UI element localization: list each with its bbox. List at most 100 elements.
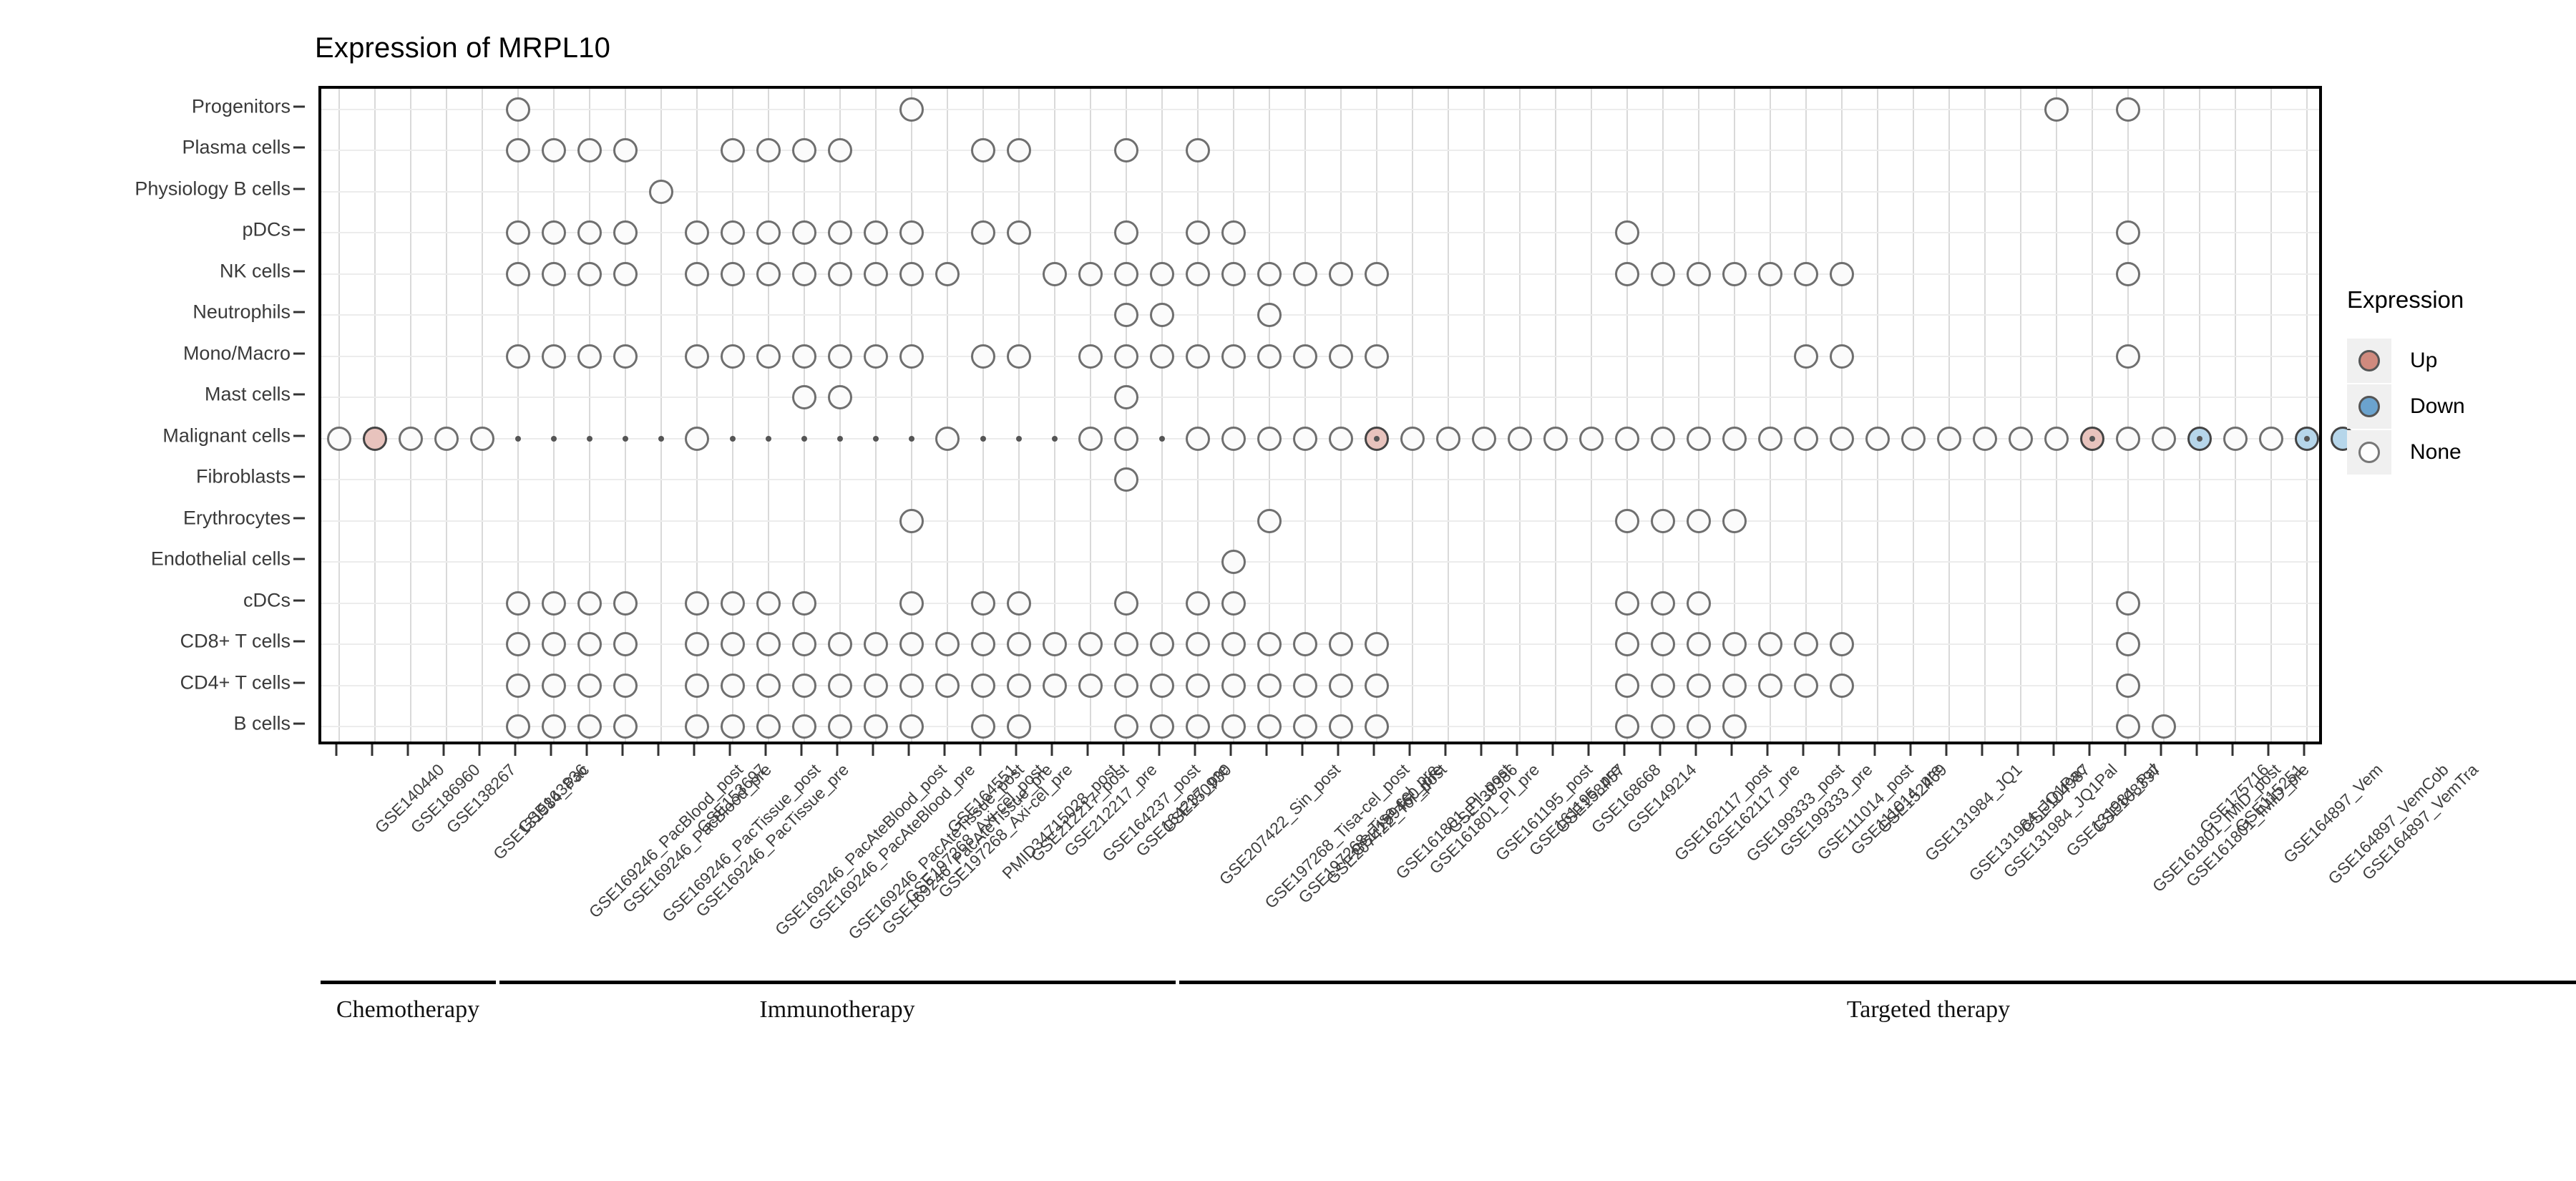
expression-dot[interactable] [1114, 467, 1138, 492]
expression-dot[interactable] [2116, 590, 2140, 616]
expression-dot[interactable] [1651, 426, 1675, 451]
expression-dot[interactable] [542, 632, 566, 657]
expression-dot[interactable] [899, 508, 924, 533]
expression-dot[interactable] [1293, 426, 1317, 451]
expression-dot[interactable] [864, 714, 888, 739]
expression-dot[interactable] [1186, 344, 1210, 369]
expression-dot[interactable] [577, 344, 602, 369]
expression-dot[interactable] [613, 220, 638, 246]
expression-dot[interactable] [721, 714, 745, 739]
expression-dot[interactable] [1758, 261, 1782, 286]
expression-dot[interactable] [756, 714, 781, 739]
expression-dot[interactable] [506, 714, 530, 739]
expression-dot[interactable] [1365, 344, 1389, 369]
expression-dot[interactable] [1221, 714, 1246, 739]
expression-dot[interactable] [1651, 632, 1675, 657]
expression-dot[interactable] [1830, 261, 1854, 286]
expression-dot[interactable] [1293, 344, 1317, 369]
expression-dot[interactable] [2116, 97, 2140, 122]
expression-dot[interactable] [756, 261, 781, 286]
expression-dot[interactable] [1830, 344, 1854, 369]
expression-dot[interactable] [899, 714, 924, 739]
expression-dot[interactable] [971, 714, 995, 739]
expression-dot[interactable] [1007, 220, 1031, 246]
expression-dot[interactable] [756, 344, 781, 369]
expression-dot[interactable] [1114, 344, 1138, 369]
expression-dot[interactable] [577, 220, 602, 246]
expression-dot[interactable] [2116, 261, 2140, 286]
expression-dot[interactable] [685, 220, 709, 246]
expression-dot[interactable] [1687, 426, 1711, 451]
expression-dot[interactable] [828, 632, 852, 657]
expression-dot[interactable] [577, 673, 602, 698]
expression-dot[interactable] [1830, 673, 1854, 698]
expression-dot[interactable] [1114, 632, 1138, 657]
expression-dot[interactable] [1150, 344, 1174, 369]
expression-dot[interactable] [1043, 632, 1067, 657]
expression-dot[interactable] [1257, 508, 1282, 533]
expression-dot[interactable] [1615, 714, 1639, 739]
expression-dot[interactable] [935, 426, 960, 451]
expression-dot[interactable] [2152, 426, 2176, 451]
legend-item[interactable]: None [2347, 429, 2562, 475]
expression-dot[interactable] [1687, 673, 1711, 698]
expression-dot[interactable] [1043, 261, 1067, 286]
expression-dot[interactable] [1365, 673, 1389, 698]
expression-dot[interactable] [1329, 344, 1353, 369]
expression-dot[interactable] [1221, 632, 1246, 657]
expression-dot[interactable] [1043, 673, 1067, 698]
expression-dot[interactable] [613, 590, 638, 616]
expression-dot[interactable] [577, 138, 602, 163]
expression-dot[interactable] [577, 261, 602, 286]
expression-dot[interactable] [899, 97, 924, 122]
expression-dot[interactable] [935, 673, 960, 698]
expression-dot[interactable] [1186, 220, 1210, 246]
expression-dot[interactable] [1687, 590, 1711, 616]
expression-dot[interactable] [363, 426, 387, 451]
expression-dot[interactable] [1329, 673, 1353, 698]
expression-dot[interactable] [1293, 261, 1317, 286]
expression-dot[interactable] [1973, 426, 1997, 451]
expression-dot[interactable] [1794, 261, 1818, 286]
expression-dot[interactable] [2116, 426, 2140, 451]
expression-dot[interactable] [899, 220, 924, 246]
expression-dot[interactable] [1257, 344, 1282, 369]
expression-dot[interactable] [1114, 673, 1138, 698]
expression-dot[interactable] [506, 632, 530, 657]
expression-dot[interactable] [1615, 426, 1639, 451]
expression-dot[interactable] [756, 632, 781, 657]
expression-dot[interactable] [1257, 303, 1282, 328]
expression-dot[interactable] [2116, 673, 2140, 698]
expression-dot[interactable] [1758, 632, 1782, 657]
expression-dot[interactable] [2223, 426, 2248, 451]
expression-dot[interactable] [828, 714, 852, 739]
expression-dot[interactable] [2080, 426, 2104, 451]
expression-dot[interactable] [399, 426, 423, 451]
expression-dot[interactable] [1830, 426, 1854, 451]
expression-dot[interactable] [506, 261, 530, 286]
expression-dot[interactable] [864, 261, 888, 286]
expression-dot[interactable] [1221, 673, 1246, 698]
expression-dot[interactable] [470, 426, 494, 451]
expression-dot[interactable] [685, 590, 709, 616]
expression-dot[interactable] [1114, 220, 1138, 246]
expression-dot[interactable] [721, 632, 745, 657]
expression-dot[interactable] [2044, 97, 2069, 122]
expression-dot[interactable] [613, 261, 638, 286]
expression-dot[interactable] [864, 220, 888, 246]
expression-dot[interactable] [1257, 261, 1282, 286]
expression-dot[interactable] [2259, 426, 2283, 451]
expression-dot[interactable] [792, 220, 816, 246]
expression-dot[interactable] [577, 632, 602, 657]
expression-dot[interactable] [756, 590, 781, 616]
expression-dot[interactable] [1221, 220, 1246, 246]
expression-dot[interactable] [613, 138, 638, 163]
expression-dot[interactable] [1651, 714, 1675, 739]
expression-dot[interactable] [1436, 426, 1460, 451]
expression-dot[interactable] [577, 590, 602, 616]
expression-dot[interactable] [1722, 673, 1747, 698]
expression-dot[interactable] [792, 344, 816, 369]
expression-dot[interactable] [685, 426, 709, 451]
expression-dot[interactable] [506, 590, 530, 616]
expression-dot[interactable] [971, 138, 995, 163]
